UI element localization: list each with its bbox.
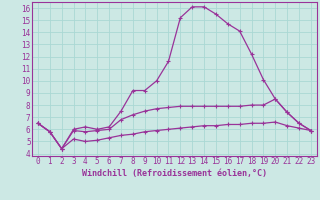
X-axis label: Windchill (Refroidissement éolien,°C): Windchill (Refroidissement éolien,°C) — [82, 169, 267, 178]
